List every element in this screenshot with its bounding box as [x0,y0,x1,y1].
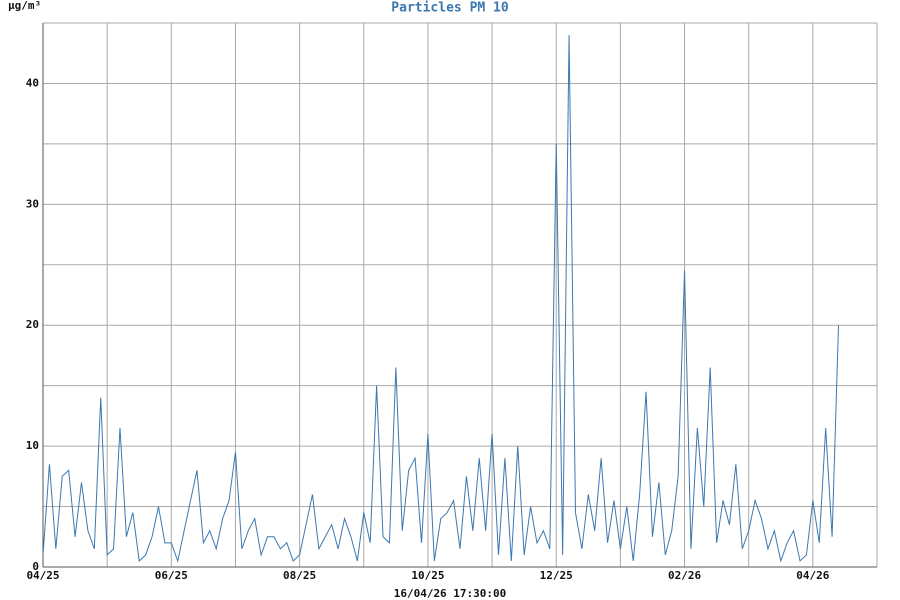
x-tick-label: 08/25 [283,569,316,582]
x-tick-label: 04/25 [26,569,59,582]
y-axis-label: µg/m³ [8,0,41,12]
y-tick-label: 40 [26,76,39,89]
y-tick-label: 0 [32,560,39,573]
x-tick-label: 04/26 [796,569,829,582]
y-tick-label: 30 [26,197,39,210]
y-tick-label: 10 [26,439,39,452]
x-tick-label: 02/26 [668,569,701,582]
x-axis-label: 16/04/26 17:30:00 [394,587,507,600]
data-line [42,35,840,563]
x-tick-label: 06/25 [155,569,188,582]
chart-title: Particles PM 10 [391,1,509,16]
x-tick-label: 12/25 [540,569,573,582]
x-tick-label: 10/25 [411,569,444,582]
y-tick-label: 20 [26,318,39,331]
